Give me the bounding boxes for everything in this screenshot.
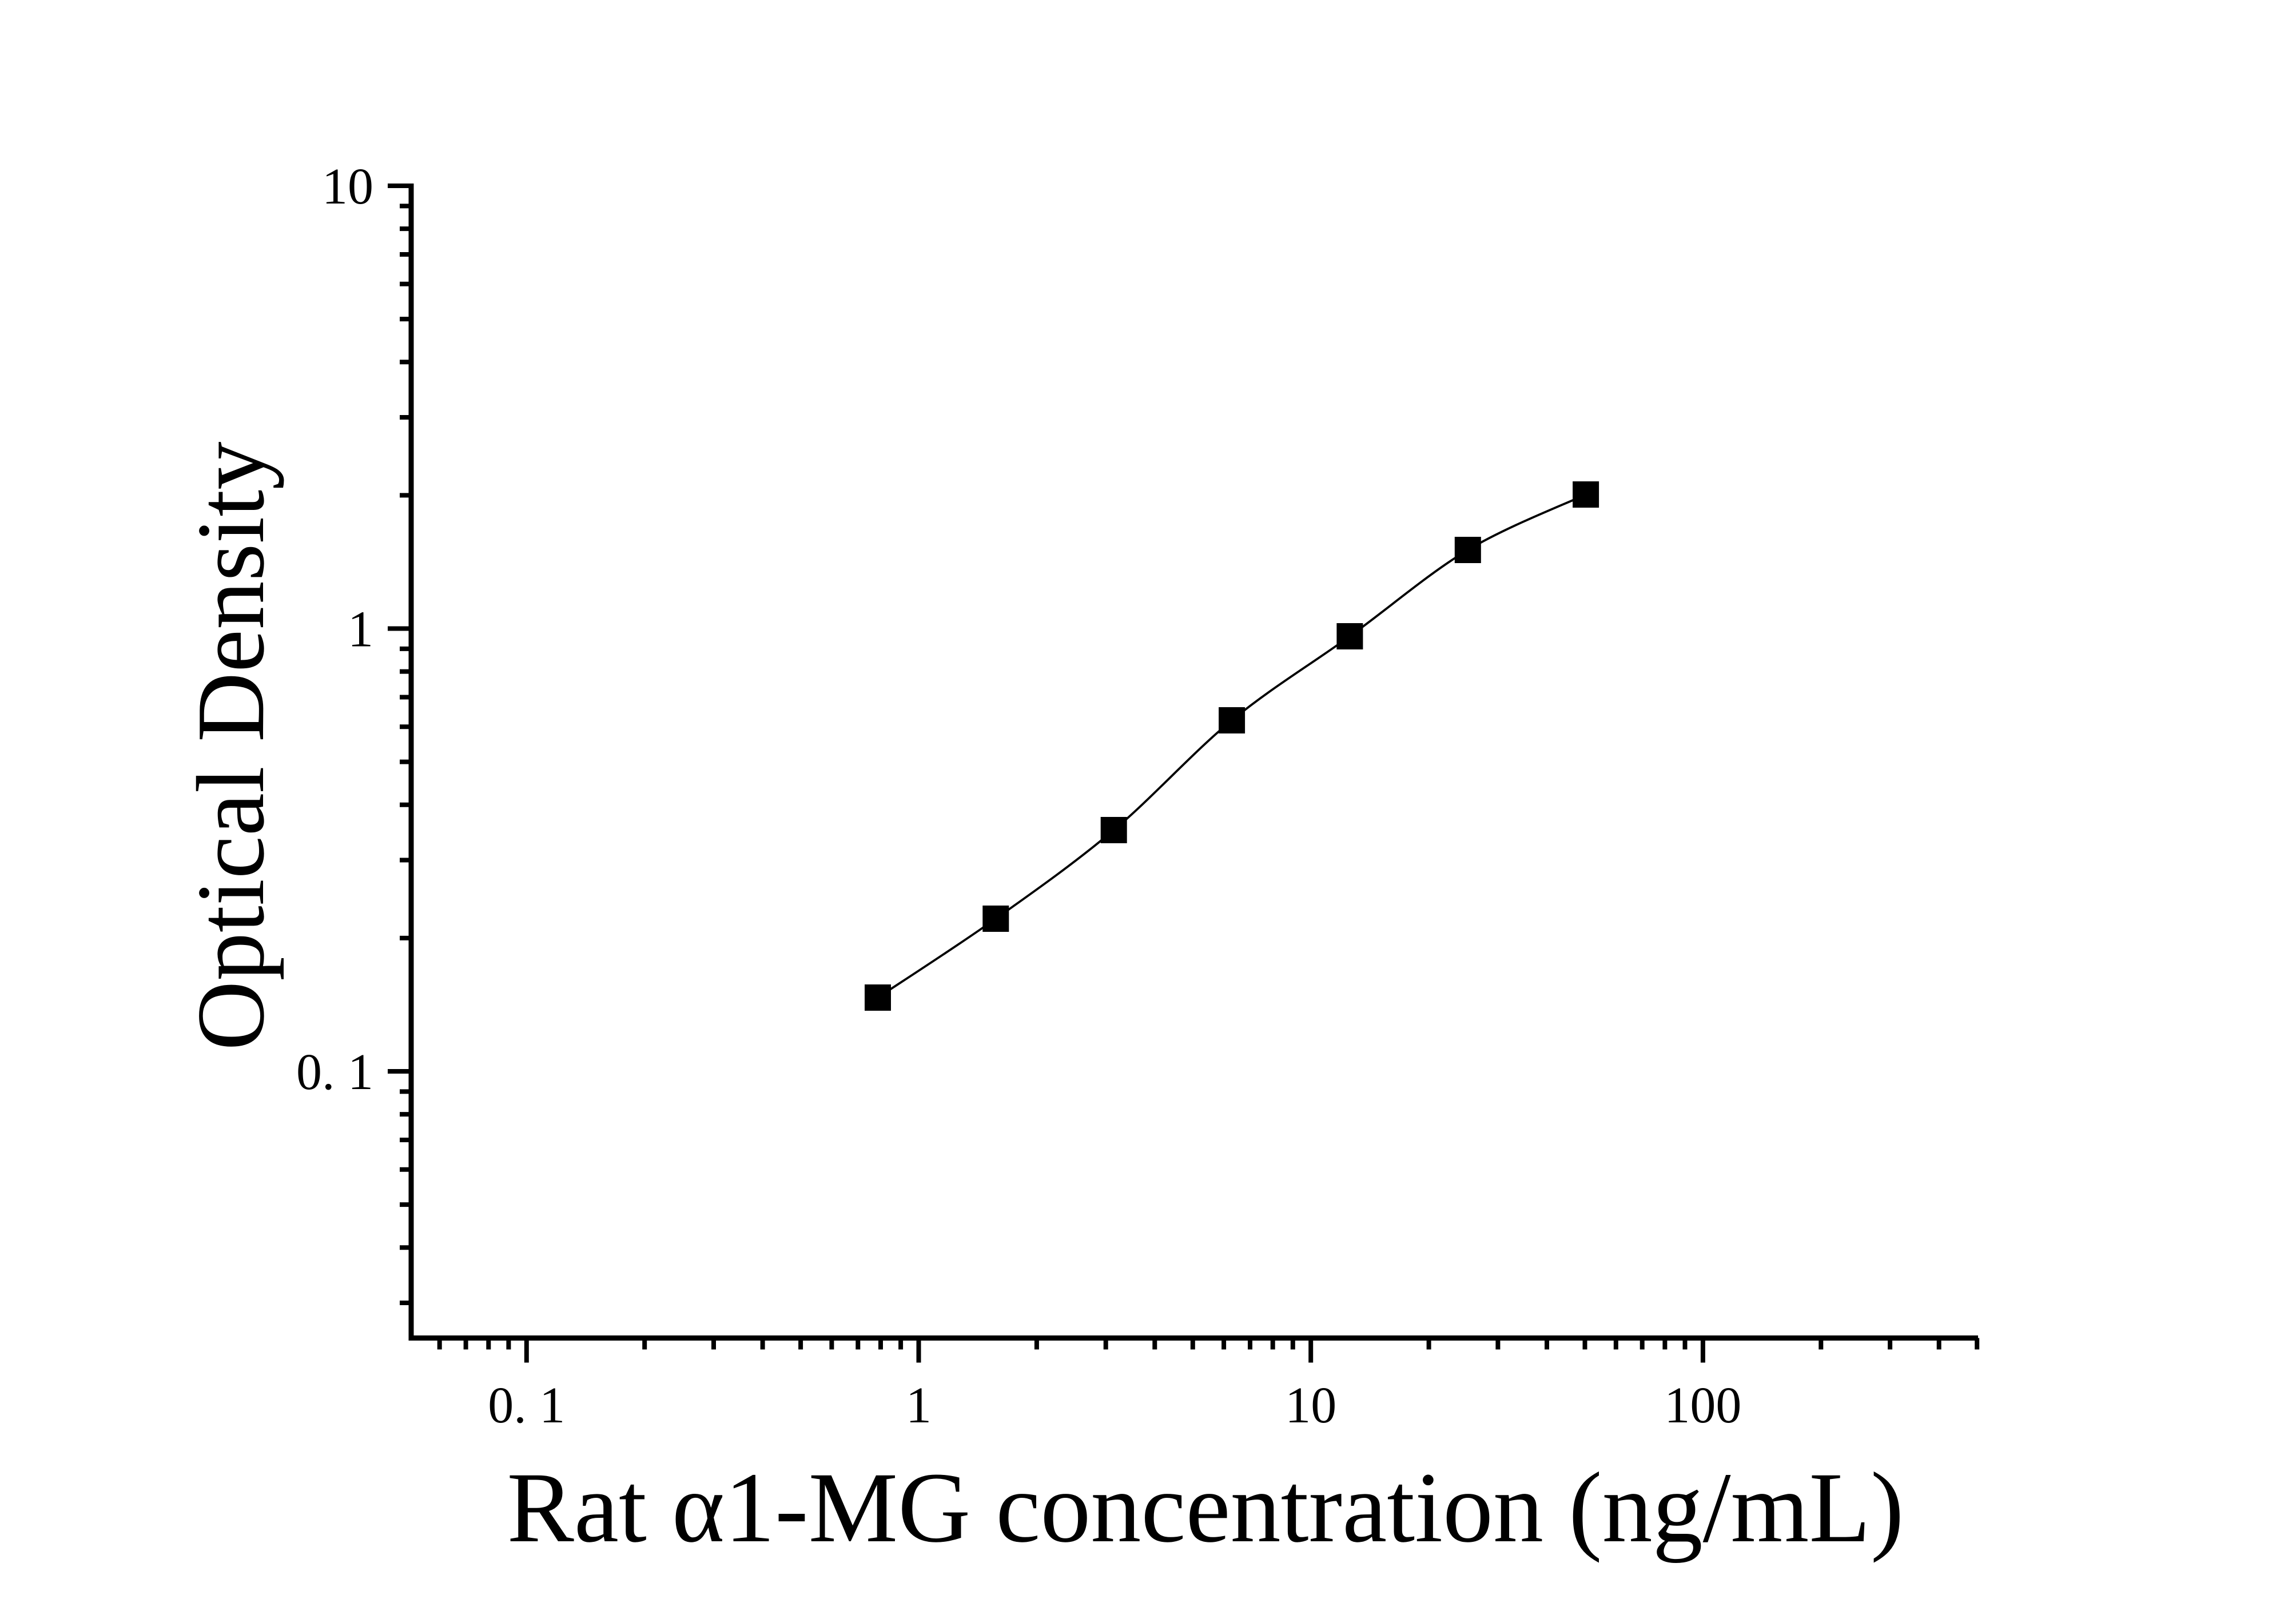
svg-text:10: 10 — [322, 158, 373, 215]
svg-text:0. 1: 0. 1 — [488, 1377, 565, 1434]
svg-text:10: 10 — [1285, 1377, 1336, 1434]
svg-text:1: 1 — [906, 1377, 932, 1434]
svg-text:0. 1: 0. 1 — [296, 1044, 373, 1100]
svg-text:1: 1 — [348, 601, 373, 658]
svg-text:100: 100 — [1664, 1377, 1741, 1434]
svg-text:Optical Density: Optical Density — [177, 441, 284, 1050]
svg-text:Rat α1-MG concentration (ng/mL: Rat α1-MG concentration (ng/mL) — [507, 1452, 1904, 1564]
